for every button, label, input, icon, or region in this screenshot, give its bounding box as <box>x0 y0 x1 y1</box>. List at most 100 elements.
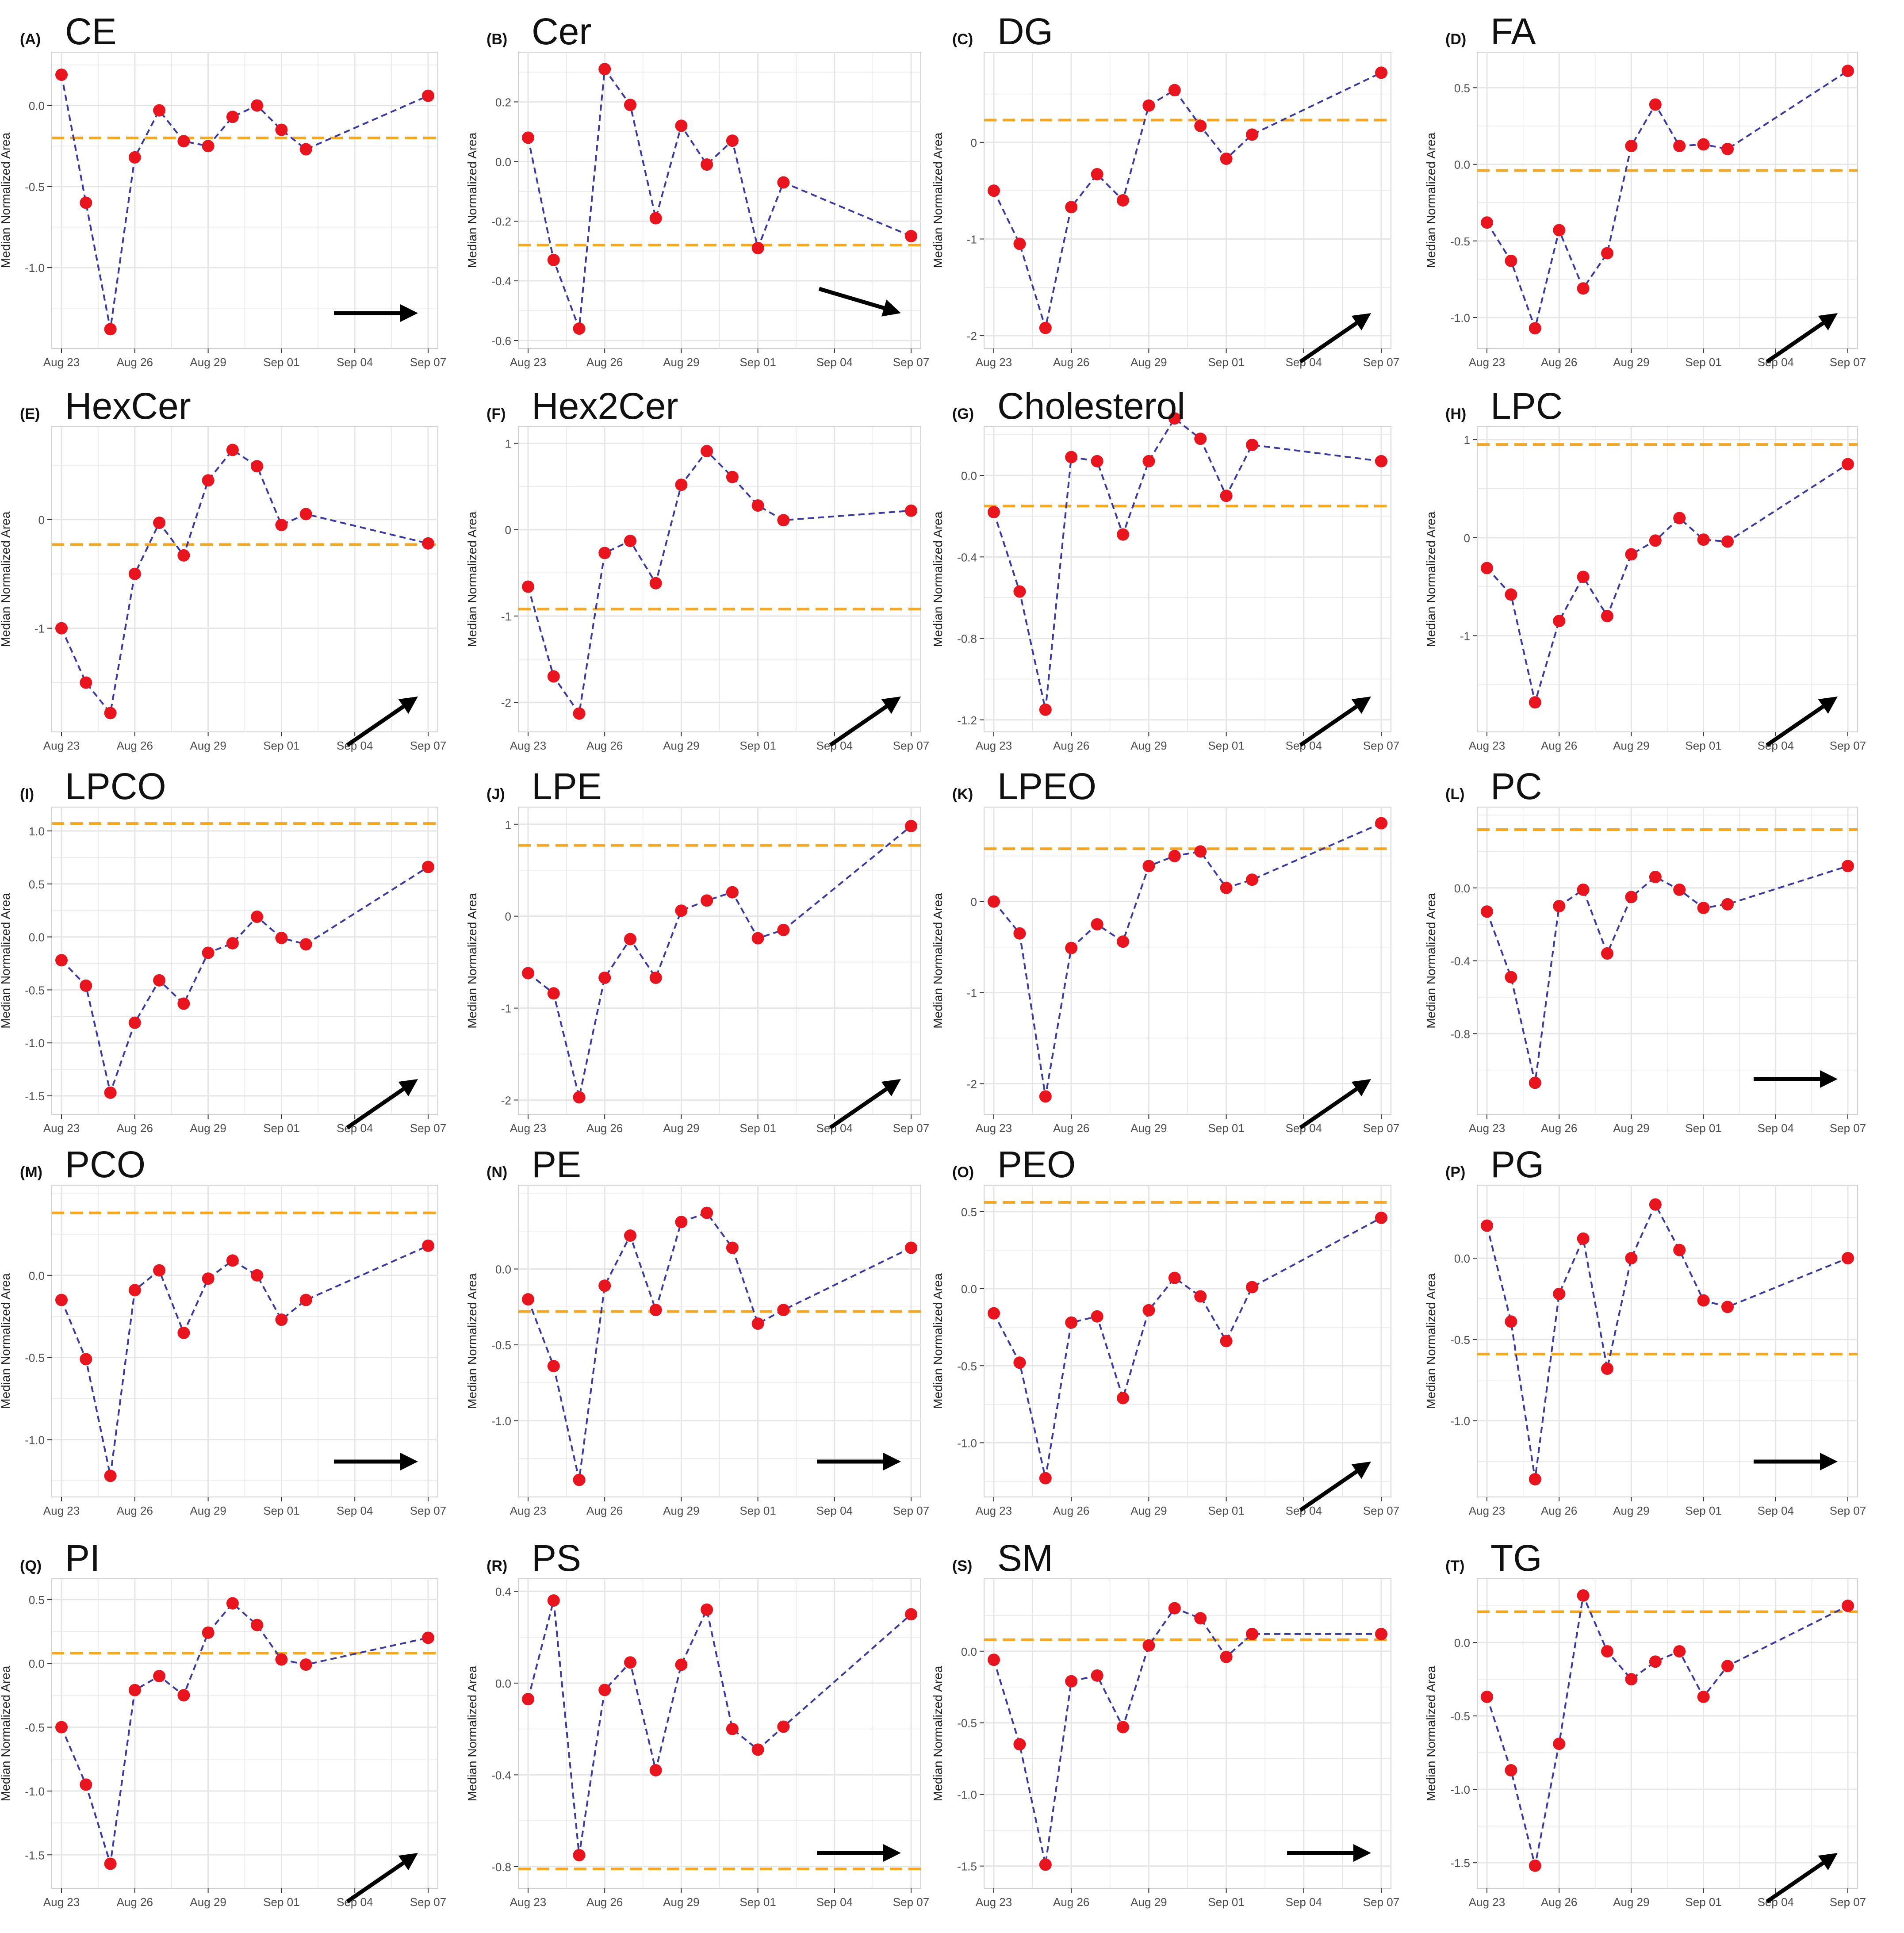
x-tick-label: Sep 01 <box>739 739 776 752</box>
data-point <box>1194 845 1207 858</box>
data-point <box>1065 942 1078 954</box>
x-tick-label: Aug 26 <box>1053 1122 1089 1135</box>
y-axis-label: Median Normalized Area <box>0 893 12 1029</box>
x-tick-label: Aug 23 <box>43 1504 80 1517</box>
data-point <box>1375 66 1387 79</box>
data-point <box>1842 1600 1854 1612</box>
y-tick-label: -1.0 <box>25 261 45 275</box>
trend-arrow-icon <box>1818 313 1838 331</box>
panel-letter: (B) <box>487 31 507 48</box>
x-tick-label: Sep 07 <box>1830 1895 1866 1909</box>
y-tick-label: -2 <box>501 696 511 709</box>
data-point <box>1375 455 1387 467</box>
data-point <box>1117 935 1129 948</box>
data-point <box>649 1304 662 1317</box>
y-axis-label: Median Normalized Area <box>1424 1665 1438 1801</box>
panel-title: LPC <box>1490 385 1563 427</box>
panel-title: PEO <box>997 1144 1076 1185</box>
data-point <box>1220 490 1233 502</box>
panel-title: PI <box>65 1537 100 1579</box>
x-tick-label: Sep 07 <box>410 1504 446 1517</box>
data-point <box>104 323 117 336</box>
data-point <box>1553 1738 1566 1750</box>
data-point <box>988 1307 1000 1320</box>
y-tick-label: -2 <box>967 1078 977 1091</box>
data-point <box>1142 1639 1155 1652</box>
x-tick-label: Aug 29 <box>1613 1504 1649 1517</box>
series-line <box>527 825 912 1098</box>
panel-title: PC <box>1490 766 1542 807</box>
data-point <box>1220 881 1233 894</box>
series-line <box>61 866 429 1096</box>
x-tick-label: Aug 26 <box>1053 1504 1089 1517</box>
data-point <box>905 504 917 517</box>
x-tick-label: Aug 26 <box>1541 356 1577 369</box>
x-tick-label: Sep 01 <box>1685 356 1721 369</box>
y-tick-label: 0.2 <box>495 96 511 109</box>
data-point <box>1168 412 1181 425</box>
data-point <box>1013 1356 1026 1369</box>
y-tick-label: 0 <box>505 524 511 537</box>
data-point <box>624 535 636 547</box>
panel-letter: (P) <box>1445 1164 1465 1181</box>
data-point <box>299 143 312 156</box>
y-tick-label: 0.5 <box>29 1593 45 1607</box>
x-tick-label: Aug 23 <box>1469 1504 1505 1517</box>
panel-pe: 0.0 -0.5 -1.0 Aug 23 Aug 26 Aug 29 Sep 01 Sep 0… <box>465 1144 929 1517</box>
data-point <box>1168 1271 1181 1284</box>
data-point <box>573 1849 586 1861</box>
data-point <box>1625 140 1638 153</box>
y-tick-label: 0.5 <box>29 878 45 891</box>
data-point <box>1039 1090 1052 1103</box>
y-tick-label: 0.0 <box>1454 1636 1470 1650</box>
data-point <box>251 1619 264 1631</box>
data-point <box>624 99 636 111</box>
x-tick-label: Aug 23 <box>976 356 1012 369</box>
data-point <box>1065 1316 1078 1329</box>
data-point <box>80 1353 92 1366</box>
y-tick-label: 0.5 <box>961 1206 977 1219</box>
data-point <box>573 1091 586 1104</box>
panel-title: PS <box>532 1537 581 1579</box>
data-point <box>1577 1589 1590 1602</box>
data-point <box>649 971 662 984</box>
data-point <box>726 886 739 899</box>
panel-title: Hex2Cer <box>532 385 678 427</box>
x-tick-label: Aug 29 <box>1130 1122 1167 1135</box>
series-line <box>993 417 1382 710</box>
data-point <box>1553 615 1566 628</box>
trend-arrow-shaft <box>1299 1470 1358 1512</box>
data-point <box>251 99 264 112</box>
y-tick-label: -0.2 <box>491 215 511 228</box>
data-point <box>1220 152 1233 165</box>
panel-cholesterol: 0.0 -0.4 -0.8 -1.2 Aug 23 Aug 26 Aug 29 Sep 01 S… <box>931 385 1399 752</box>
panel-title: PG <box>1490 1144 1544 1185</box>
y-tick-label: 0.4 <box>495 1585 511 1598</box>
panel-title: HexCer <box>65 385 191 427</box>
data-point <box>1601 1362 1613 1375</box>
data-point <box>1375 1627 1387 1640</box>
y-tick-label: -0.5 <box>1450 1710 1470 1723</box>
data-point <box>1194 433 1207 445</box>
data-point <box>701 894 713 907</box>
data-point <box>1142 99 1155 112</box>
series-line <box>527 66 912 329</box>
data-point <box>1697 138 1710 151</box>
x-tick-label: Sep 07 <box>410 1122 446 1135</box>
data-point <box>598 63 611 76</box>
data-point <box>675 119 688 132</box>
data-point <box>1168 84 1181 96</box>
y-axis-label: Median Normalized Area <box>0 132 12 268</box>
x-tick-label: Sep 07 <box>893 1895 929 1909</box>
data-point <box>1375 1211 1387 1224</box>
data-point <box>422 861 434 873</box>
y-tick-label: -1.0 <box>1450 311 1470 325</box>
data-point <box>80 1778 92 1791</box>
data-point <box>1013 237 1026 250</box>
data-point <box>128 1684 141 1696</box>
data-point <box>1117 1721 1129 1734</box>
y-tick-label: -0.5 <box>25 180 45 194</box>
y-tick-label: -0.6 <box>491 334 511 348</box>
